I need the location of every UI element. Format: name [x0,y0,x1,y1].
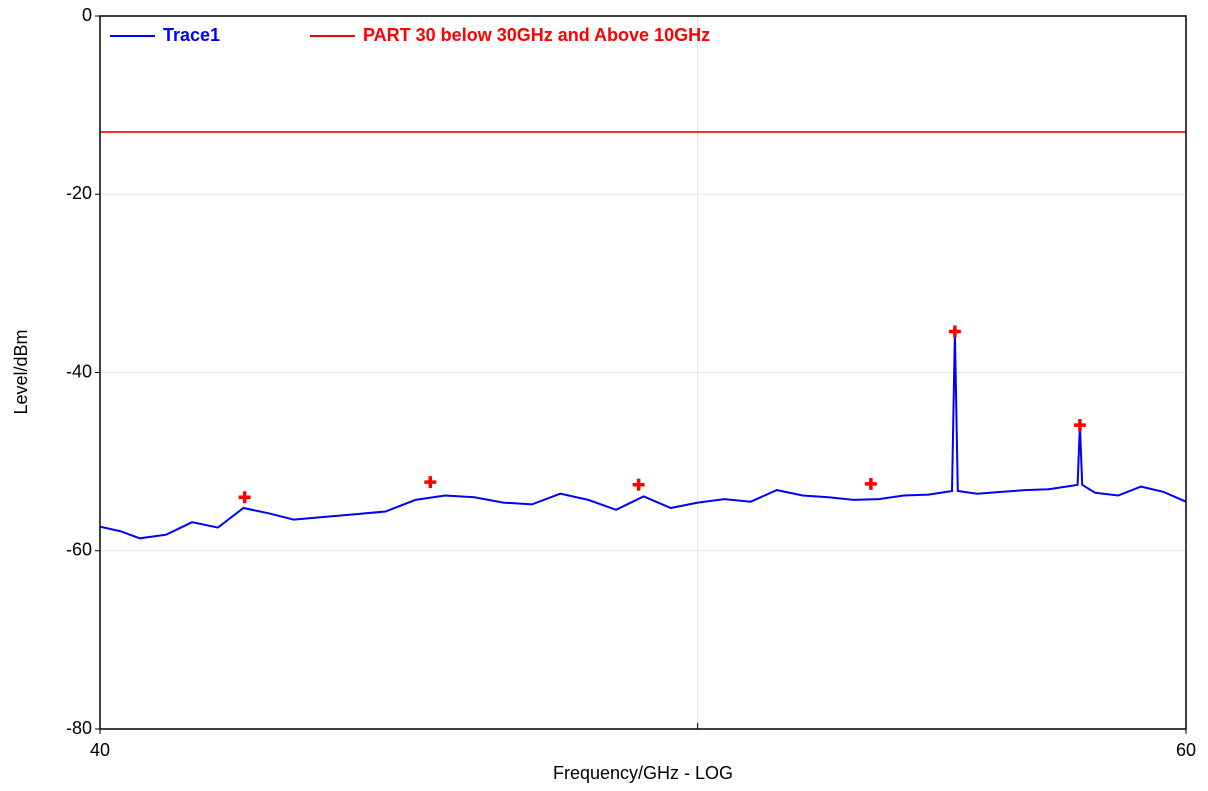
y-axis-label: Level/dBm [11,329,31,414]
marker [424,476,437,489]
marker [1073,419,1086,432]
marker [632,478,645,491]
plot-frame [99,15,1187,730]
marker [948,325,961,338]
marker [238,491,251,504]
line-series [99,331,1187,540]
legend-label: Trace1 [163,25,220,45]
x-axis-label: Frequency/GHz - LOG [553,763,733,783]
y-tick-label: -40 [66,361,92,381]
y-tick-label: 0 [82,5,92,25]
marker [864,477,877,490]
x-tick-label: 60 [1176,740,1196,760]
x-tick-label: 40 [90,740,110,760]
y-tick-label: -20 [66,183,92,203]
y-tick-label: -80 [66,718,92,738]
y-tick-label: -60 [66,540,92,560]
legend-label: PART 30 below 30GHz and Above 10GHz [363,25,710,45]
